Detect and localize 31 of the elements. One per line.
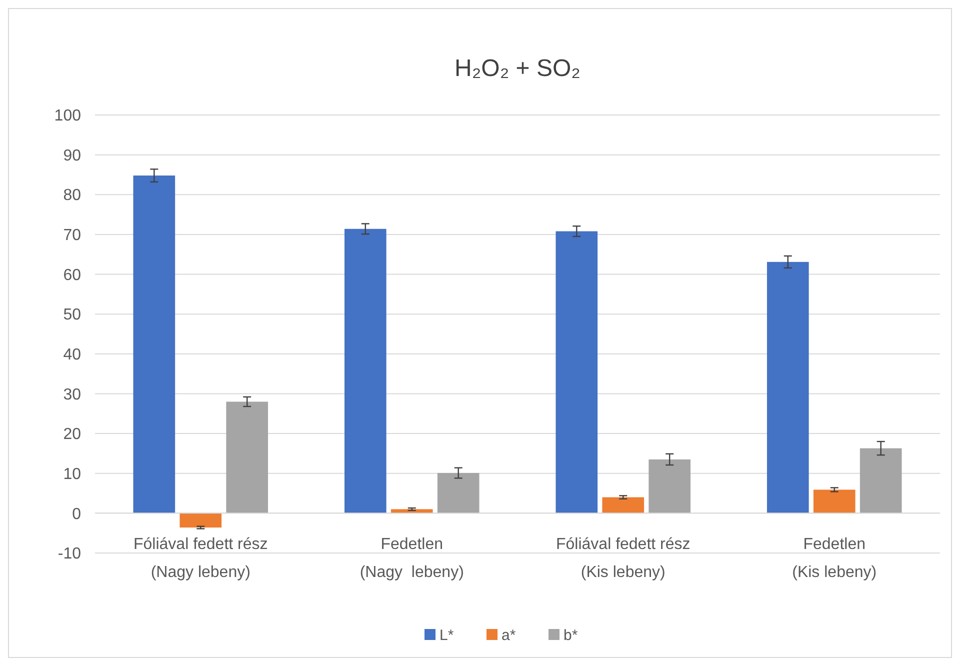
bar	[344, 228, 386, 514]
bar	[648, 459, 691, 514]
y-tick-label: -10	[58, 546, 82, 563]
x-tick-label: Fedetlen (Nagy lebeny)	[360, 536, 464, 581]
bar	[133, 176, 176, 514]
x-tick-label: Fóliával fedett rész (Nagy lebeny)	[133, 536, 268, 581]
chart-title: H₂O₂ + SO₂	[454, 55, 580, 82]
bar	[813, 490, 856, 514]
y-tick-label: 20	[63, 426, 82, 444]
bar	[602, 497, 644, 514]
legend-label: a*	[502, 627, 516, 644]
y-tick-label: 60	[63, 266, 82, 284]
y-tick-label: 50	[63, 306, 82, 324]
bar	[180, 513, 222, 528]
y-tick-label: 10	[63, 466, 82, 483]
y-tick-label: 30	[63, 386, 82, 404]
y-tick-label: 80	[63, 187, 82, 204]
legend-label: b*	[564, 627, 578, 644]
bar	[556, 231, 598, 514]
y-tick-label: 40	[63, 346, 82, 364]
y-tick-label: 0	[72, 506, 82, 523]
x-tick-label: Fóliával fedett rész (Kis lebeny)	[556, 536, 690, 581]
y-tick-label: 70	[63, 227, 82, 244]
bar	[226, 402, 268, 514]
y-tick-label: 90	[63, 147, 82, 164]
legend-label: L*	[440, 627, 454, 644]
x-tick-label: Fedetlen (Kis lebeny)	[792, 536, 877, 581]
y-tick-label: 100	[54, 108, 82, 125]
bar	[437, 472, 480, 514]
bar	[766, 262, 809, 514]
bar	[860, 448, 902, 514]
